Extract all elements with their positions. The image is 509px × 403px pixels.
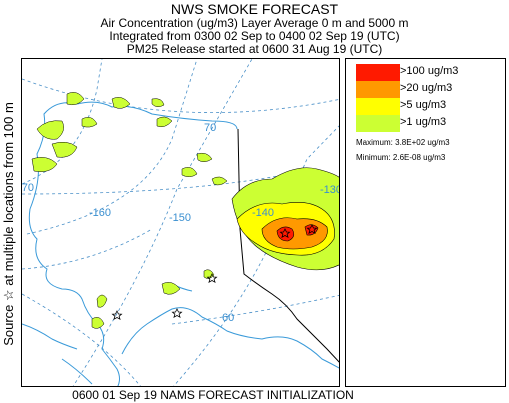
source-star-icon	[171, 308, 183, 319]
latitude-label: 60	[222, 312, 234, 324]
coastline	[22, 101, 339, 386]
meridian-line	[72, 59, 253, 386]
source-markers	[111, 224, 318, 321]
longitude-label: -140	[252, 207, 274, 219]
legend-label: >5 ug/m3	[400, 99, 447, 111]
canada-border	[237, 128, 339, 363]
maximum-value: Maximum: 3.8E+02 ug/m3	[356, 138, 450, 147]
parallel-line	[22, 78, 339, 113]
map-canvas: -170 -160 -150 -140 -130 70 60	[22, 59, 340, 386]
legend-swatch	[356, 81, 400, 98]
legend-label: >20 ug/m3	[400, 82, 453, 94]
source-star-icon	[111, 310, 123, 321]
legend-swatch	[356, 98, 400, 115]
legend-swatch	[356, 115, 400, 132]
longitude-label: -130	[320, 184, 340, 196]
source-star-icon	[306, 224, 318, 235]
graticule-labels: -170 -160 -150 -140 -130 70 60	[22, 122, 340, 324]
legend-item-gt100: >100 ug/m3	[356, 64, 501, 81]
concentration-description: Air Concentration (ug/m3) Layer Average …	[100, 16, 409, 30]
plume-east-gt20	[261, 217, 328, 250]
legend-swatch	[356, 64, 400, 81]
north-coast	[29, 101, 238, 210]
legend-item-gt20: >20 ug/m3	[356, 81, 501, 98]
legend-panel: >100 ug/m3 >20 ug/m3 >5 ug/m3 >1 ug/m3 M…	[345, 58, 506, 387]
smoke-map: -170 -160 -150 -140 -130 70 60	[21, 58, 340, 387]
legend-item-gt1: >1 ug/m3	[356, 115, 501, 132]
parallel-line	[22, 293, 141, 386]
source-star-icon	[206, 273, 218, 284]
longitude-label: -150	[169, 212, 191, 224]
aleutian-coast	[61, 358, 93, 385]
integration-period: Integrated from 0300 02 Sep to 0400 02 S…	[109, 29, 400, 43]
legend-label: >1 ug/m3	[400, 116, 447, 128]
bristol-coast	[22, 323, 78, 350]
map-title: NWS SMOKE FORECAST	[170, 1, 339, 17]
meridian-line	[22, 228, 153, 270]
meridian-line	[26, 59, 198, 235]
graticule	[22, 59, 339, 386]
forecast-initialization: 0600 01 Sep 19 NAMS FORECAST INITIALIZAT…	[72, 388, 354, 402]
west-coast	[28, 208, 98, 325]
south-coast	[121, 307, 339, 369]
source-star-icon	[279, 228, 291, 239]
longitude-label: -160	[89, 207, 111, 219]
legend-item-gt5: >5 ug/m3	[356, 98, 501, 115]
legend-label: >100 ug/m3	[400, 65, 459, 77]
meridian-line	[22, 59, 103, 185]
parallel-line	[171, 295, 339, 325]
source-label-text: Source ☆ at multiple locations from 100 …	[1, 102, 16, 346]
plume-east-gt100	[276, 226, 295, 242]
peninsula-coast	[96, 323, 120, 386]
border	[237, 128, 339, 363]
release-info: PM25 Release started at 0600 31 Aug 19 (…	[126, 42, 383, 56]
longitude-label: -170	[22, 182, 34, 194]
smoke-gt1	[31, 92, 228, 329]
minimum-value: Minimum: 2.6E-08 ug/m3	[356, 153, 446, 162]
latitude-label: 70	[204, 122, 216, 134]
